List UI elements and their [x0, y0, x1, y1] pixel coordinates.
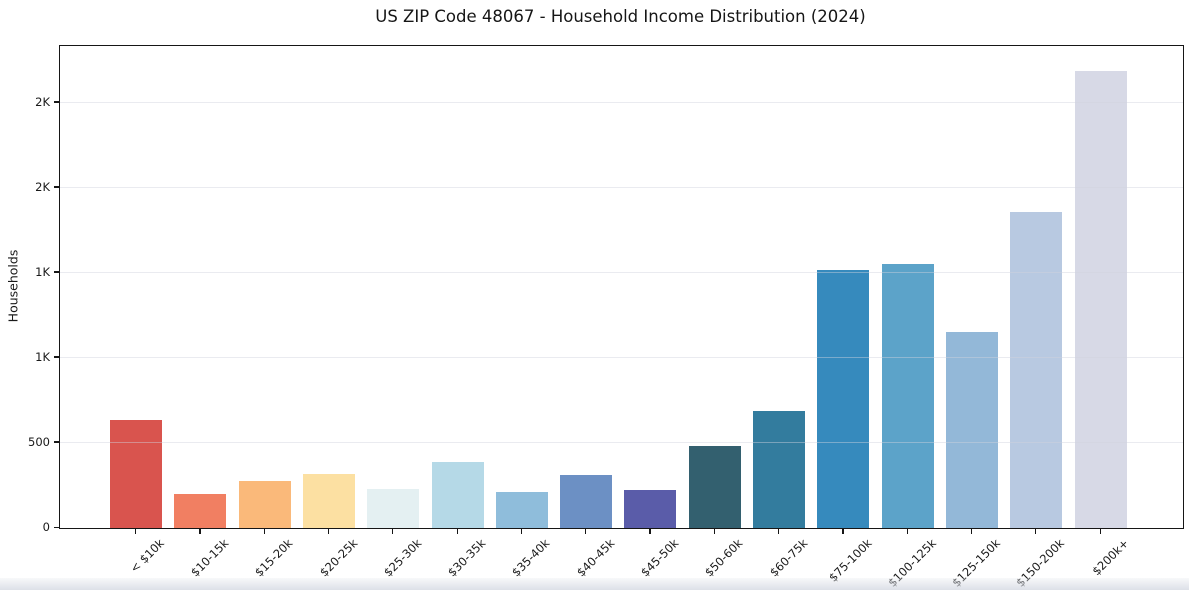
gridline [60, 441, 1183, 443]
x-tick-mark [327, 528, 330, 534]
y-tick-label: 1K [35, 264, 50, 279]
x-tick-mark [456, 528, 458, 534]
y-tick-mark [54, 356, 59, 358]
y-axis-label: Households [5, 249, 21, 323]
x-tick-label: $200k+ [1089, 536, 1132, 579]
bar-$60-75k [753, 410, 805, 528]
bar-$50-60k [688, 446, 741, 528]
y-tick-label: 0 [42, 520, 50, 534]
y-tick-label: 2K [35, 179, 50, 194]
x-tick-label: $30-35k [444, 536, 489, 580]
y-tick-mark [54, 101, 59, 103]
x-tick-mark [713, 528, 715, 534]
x-tick-mark [135, 528, 137, 534]
bottom-band [0, 578, 1189, 590]
bar-$200k+ [1074, 70, 1127, 528]
bar-$150-200k [1010, 211, 1063, 528]
x-tick-label: $35-40k [509, 536, 553, 580]
y-tick-mark [54, 271, 59, 273]
x-tick-label: < $10k [127, 536, 167, 576]
bar-$75-100k [817, 269, 870, 528]
x-tick-mark [906, 528, 908, 534]
x-tick-mark [970, 528, 973, 534]
x-tick-mark [263, 528, 265, 534]
x-tick-mark [649, 528, 651, 534]
y-tick-mark [54, 441, 59, 443]
y-tick-label: 2K [35, 94, 50, 109]
y-tick-mark [54, 186, 59, 188]
x-tick-label: $20-25k [316, 536, 360, 580]
bar-$45-50k [624, 489, 677, 528]
x-tick-label: $15-20k [252, 536, 296, 580]
bar-$40-45k [560, 475, 613, 528]
bar-$35-40k [495, 492, 548, 528]
x-tick-mark [520, 528, 523, 534]
x-tick-mark [585, 528, 587, 534]
x-tick-label: $60-75k [766, 536, 810, 580]
gridline [60, 356, 1183, 358]
gridline [60, 271, 1183, 273]
bar-$25-30k [367, 488, 420, 528]
chart-title: US ZIP Code 48067 - Household Income Dis… [375, 7, 866, 26]
y-tick-label: 500 [28, 434, 50, 449]
x-tick-mark [1099, 528, 1101, 534]
plot-area [59, 45, 1184, 529]
y-tick-label: 1K [35, 349, 50, 364]
x-tick-label: $25-30k [380, 536, 425, 580]
x-tick-label: $45-50k [637, 536, 682, 580]
x-tick-label: $10-15k [187, 536, 232, 580]
x-tick-mark [1035, 528, 1037, 534]
x-tick-label: $40-45k [573, 536, 618, 580]
gridline [60, 186, 1183, 188]
x-tick-mark [392, 528, 394, 534]
x-tick-label: $50-60k [702, 536, 746, 580]
x-tick-mark [199, 528, 201, 534]
bar-$15-20k [238, 481, 291, 528]
bar-< $10k [110, 420, 162, 528]
y-tick-mark [54, 526, 59, 528]
bar-$100-125k [881, 264, 934, 528]
x-tick-mark [778, 528, 780, 534]
bar-$125-150k [945, 332, 998, 528]
bar-$20-25k [302, 474, 355, 528]
gridline [60, 101, 1183, 103]
bar-$30-35k [431, 461, 484, 528]
bar-$10-15k [174, 494, 227, 528]
x-tick-mark [842, 528, 844, 534]
